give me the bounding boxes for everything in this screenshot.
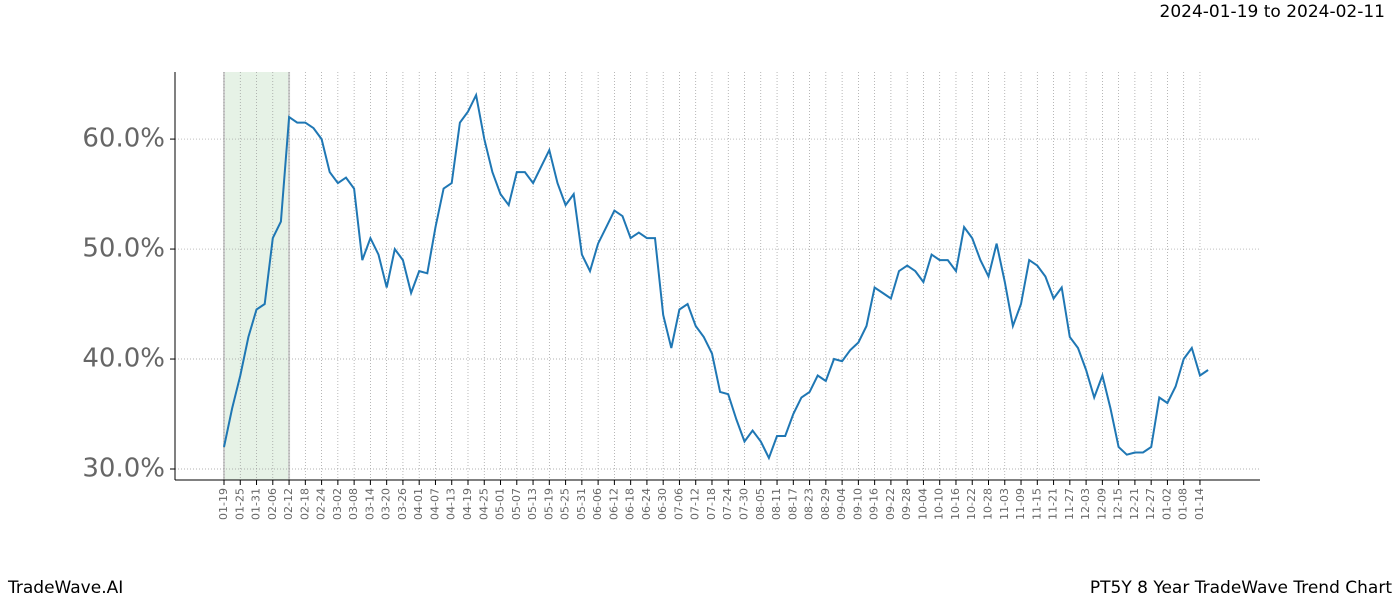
- x-tick-label: 01-14: [1193, 488, 1206, 520]
- x-tick-label: 08-11: [770, 488, 783, 520]
- x-tick-label: 05-31: [575, 488, 588, 520]
- line-series: [223, 91, 1209, 461]
- x-tick-label: 02-12: [282, 488, 295, 520]
- x-tick-label: 07-30: [738, 488, 751, 520]
- x-tick-label: 09-22: [884, 488, 897, 520]
- x-tick-label: 03-14: [363, 488, 376, 520]
- x-tick-label: 11-09: [1014, 488, 1027, 520]
- x-tick-label: 02-18: [298, 488, 311, 520]
- x-tick-label: 04-01: [412, 488, 425, 520]
- x-tick-label: 07-18: [705, 488, 718, 520]
- x-tick-label: 10-10: [933, 488, 946, 520]
- x-tick-label: 04-19: [461, 488, 474, 520]
- x-tick-label: 01-02: [1160, 488, 1173, 520]
- x-tick-label: 06-18: [624, 488, 637, 520]
- chart-title: PT5Y 8 Year TradeWave Trend Chart: [1090, 578, 1392, 598]
- x-tick-label: 04-07: [428, 488, 441, 520]
- x-tick-label: 02-06: [266, 488, 279, 520]
- x-tick-label: 05-07: [510, 488, 523, 520]
- x-tick-label: 12-21: [1128, 488, 1141, 520]
- y-tick-label: 40.0%: [82, 344, 165, 374]
- x-tick-label: 12-09: [1095, 488, 1108, 520]
- x-tick-label: 10-28: [982, 488, 995, 520]
- x-tick-label: 01-31: [250, 488, 263, 520]
- x-tick-label: 03-02: [331, 488, 344, 520]
- x-tick-label: 02-24: [315, 488, 328, 520]
- brand: TradeWave.AI: [7, 578, 123, 598]
- x-tick-label: 11-27: [1063, 488, 1076, 520]
- x-tick-label: 01-08: [1177, 488, 1190, 520]
- x-tick-label: 06-30: [656, 488, 669, 520]
- x-tick-label: 03-08: [347, 488, 360, 520]
- x-tick-label: 10-04: [916, 488, 929, 520]
- y-tick-label: 60.0%: [82, 124, 165, 154]
- x-tick-label: 09-28: [900, 488, 913, 520]
- x-tick-label: 10-22: [965, 488, 978, 520]
- x-tick-label: 07-06: [672, 488, 685, 520]
- x-tick-label: 06-06: [591, 488, 604, 520]
- x-tick-label: 07-24: [721, 488, 734, 520]
- x-tick-label: 06-24: [640, 488, 653, 520]
- x-tick-label: 08-17: [786, 488, 799, 520]
- x-tick-label: 05-19: [542, 488, 555, 520]
- x-tick-label: 05-13: [526, 488, 539, 520]
- x-tick-label: 08-05: [754, 488, 767, 520]
- x-tick-label: 12-15: [1112, 488, 1125, 520]
- x-tick-label: 04-25: [477, 488, 490, 520]
- x-tick-label: 01-19: [217, 488, 230, 520]
- x-tick-label: 09-04: [835, 488, 848, 520]
- y-tick-label: 50.0%: [82, 234, 165, 264]
- x-tick-label: 06-12: [607, 488, 620, 520]
- x-tick-label: 11-15: [1030, 488, 1043, 520]
- x-tick-label: 01-25: [233, 488, 246, 520]
- x-tick-label: 03-26: [396, 488, 409, 520]
- x-tick-label: 09-16: [868, 488, 881, 520]
- date-range: 2024-01-19 to 2024-02-11: [1160, 2, 1385, 22]
- x-tick-label: 05-25: [559, 488, 572, 520]
- x-tick-label: 11-03: [998, 488, 1011, 520]
- x-tick-label: 08-23: [803, 488, 816, 520]
- x-tick-label: 12-27: [1144, 488, 1157, 520]
- x-tick-label: 04-13: [445, 488, 458, 520]
- x-tick-label: 10-16: [949, 488, 962, 520]
- x-tick-label: 07-12: [689, 488, 702, 520]
- x-tick-label: 09-10: [851, 488, 864, 520]
- x-tick-label: 03-20: [380, 488, 393, 520]
- x-tick-label: 08-29: [819, 488, 832, 520]
- y-tick-label: 30.0%: [82, 454, 165, 484]
- x-tick-label: 11-21: [1047, 488, 1060, 520]
- x-tick-label: 12-03: [1079, 488, 1092, 520]
- x-tick-label: 05-01: [494, 488, 507, 520]
